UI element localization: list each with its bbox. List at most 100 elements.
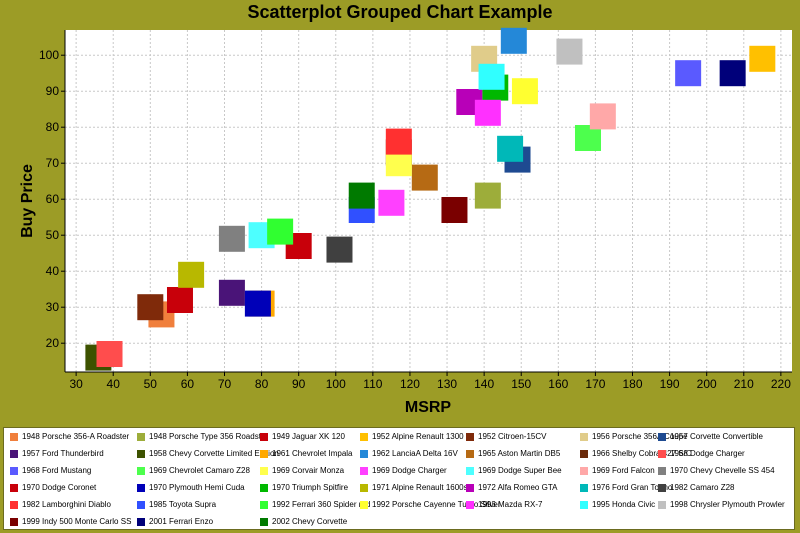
legend-item: 1965 Aston Martin DB5 [466, 449, 560, 459]
data-point [749, 45, 776, 72]
legend-swatch [360, 450, 368, 458]
x-tick-label: 80 [255, 377, 269, 391]
data-markers [85, 27, 776, 371]
x-tick-label: 210 [734, 377, 754, 391]
legend-swatch [10, 518, 18, 526]
legend-swatch [658, 501, 666, 509]
data-point [385, 128, 412, 155]
data-point [267, 218, 294, 245]
legend-swatch [466, 433, 474, 441]
legend-label: 1993 Mazda RX-7 [478, 500, 543, 509]
data-point [378, 189, 405, 216]
legend-label: 1952 Citroen-15CV [478, 432, 547, 441]
data-point [411, 164, 438, 191]
legend-label: 1957 Corvette Convertible [670, 432, 763, 441]
legend-label: 1968 Dodge Charger [670, 449, 745, 458]
legend-item: 1968 Dodge Charger [658, 449, 745, 459]
legend-label: 1969 Ford Falcon [592, 466, 655, 475]
data-point [478, 63, 505, 90]
legend-item: 1948 Porsche 356-A Roadster [10, 432, 129, 442]
legend-item: 1961 Chevrolet Impala [260, 449, 353, 459]
legend-swatch [137, 450, 145, 458]
legend-label: 1969 Dodge Super Bee [478, 466, 562, 475]
legend-item: 1949 Jaguar XK 120 [260, 432, 345, 442]
legend-swatch [658, 433, 666, 441]
data-point [218, 279, 245, 306]
legend-label: 1982 Camaro Z28 [670, 483, 735, 492]
legend-label: 1961 Chevrolet Impala [272, 449, 353, 458]
legend-label: 1999 Indy 500 Monte Carlo SS [22, 517, 132, 526]
data-point [497, 135, 524, 162]
legend-swatch [10, 501, 18, 509]
legend-swatch [360, 484, 368, 492]
y-tick-label: 90 [46, 84, 60, 98]
legend-item: 1966 Shelby Cobra 427 S/C [580, 449, 692, 459]
legend-label: 1970 Plymouth Hemi Cuda [149, 483, 245, 492]
legend-item: 1957 Ford Thunderbird [10, 449, 104, 459]
legend-swatch [580, 484, 588, 492]
legend-item: 2002 Chevy Corvette [260, 517, 347, 527]
legend-label: 1969 Dodge Charger [372, 466, 447, 475]
legend-label: 1995 Honda Civic [592, 500, 656, 509]
legend-item: 1982 Camaro Z28 [658, 483, 734, 493]
legend-item: 1995 Honda Civic [580, 500, 655, 510]
x-tick-label: 160 [548, 377, 568, 391]
legend-swatch [10, 467, 18, 475]
x-tick-label: 120 [400, 377, 420, 391]
legend-label: 1948 Porsche Type 356 Roadster [149, 432, 269, 441]
x-tick-label: 40 [107, 377, 121, 391]
legend-swatch [658, 484, 666, 492]
x-tick-label: 140 [474, 377, 494, 391]
legend-item: 1969 Dodge Super Bee [466, 466, 562, 476]
x-tick-label: 200 [697, 377, 717, 391]
legend-item: 1972 Alfa Romeo GTA [466, 483, 557, 493]
legend-label: 1970 Chevy Chevelle SS 454 [670, 466, 775, 475]
legend-item: 1970 Chevy Chevelle SS 454 [658, 466, 775, 476]
x-tick-label: 220 [771, 377, 791, 391]
y-tick-label: 70 [46, 156, 60, 170]
legend-swatch [658, 467, 666, 475]
data-point [474, 182, 501, 209]
legend-label: 1982 Lamborghini Diablo [22, 500, 111, 509]
legend-item: 1956 Porsche 356A Coupe [580, 432, 688, 442]
legend-item: 1970 Dodge Coronet [10, 483, 96, 493]
legend-item: 1985 Toyota Supra [137, 500, 216, 510]
y-tick-label: 30 [46, 300, 60, 314]
x-tick-label: 130 [437, 377, 457, 391]
legend-label: 2002 Chevy Corvette [272, 517, 348, 526]
legend-swatch [260, 450, 268, 458]
y-tick-label: 80 [46, 120, 60, 134]
data-point [166, 287, 193, 313]
legend-label: 1949 Jaguar XK 120 [272, 432, 345, 441]
legend-label: 1952 Alpine Renault 1300 [372, 432, 464, 441]
legend-swatch [360, 467, 368, 475]
legend-swatch [137, 433, 145, 441]
legend-label: 1958 Chevy Corvette Limited Edition [149, 449, 279, 458]
legend-swatch [466, 501, 474, 509]
data-point [178, 261, 205, 288]
legend-item: 1999 Indy 500 Monte Carlo SS [10, 517, 131, 527]
chart-title: Scatterplot Grouped Chart Example [247, 2, 553, 22]
legend-item: 1992 Porsche Cayenne Turbo Silver [360, 500, 501, 510]
legend-swatch [580, 433, 588, 441]
x-tick-label: 170 [585, 377, 605, 391]
data-point [556, 38, 583, 65]
legend-item: 1992 Ferrari 360 Spider red [260, 500, 370, 510]
legend-label: 1970 Triumph Spitfire [272, 483, 349, 492]
legend-label: 1992 Porsche Cayenne Turbo Silver [372, 500, 501, 509]
data-point [137, 294, 164, 321]
legend-label: 1972 Alfa Romeo GTA [478, 483, 558, 492]
legend-item: 1970 Plymouth Hemi Cuda [137, 483, 245, 493]
legend-item: 1968 Ford Mustang [10, 466, 91, 476]
legend-item: 1998 Chrysler Plymouth Prowler [658, 500, 785, 510]
data-point [326, 236, 353, 263]
legend-swatch [137, 467, 145, 475]
legend-swatch [260, 518, 268, 526]
legend-item: 1957 Corvette Convertible [658, 432, 763, 442]
data-point [348, 182, 375, 209]
x-tick-label: 60 [181, 377, 195, 391]
legend-swatch [466, 484, 474, 492]
legend-swatch [360, 501, 368, 509]
data-point [441, 197, 468, 223]
legend-swatch [580, 501, 588, 509]
